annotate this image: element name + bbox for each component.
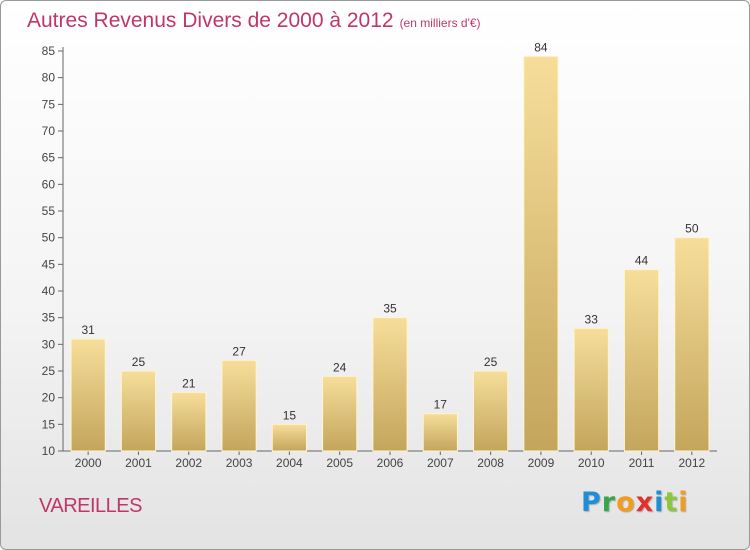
bar-value-label: 25 — [484, 355, 498, 369]
x-tick-label: 2003 — [226, 456, 253, 470]
y-tick-label: 45 — [42, 257, 56, 271]
bar-value-label: 21 — [182, 376, 196, 390]
bar-value-label: 44 — [635, 254, 649, 268]
x-tick-label: 2002 — [175, 456, 202, 470]
chart-unit: (en milliers d'€) — [399, 16, 481, 30]
x-tick-label: 2009 — [528, 456, 555, 470]
x-tick-label: 2005 — [326, 456, 353, 470]
x-tick-label: 2010 — [578, 456, 605, 470]
bar-value-label: 27 — [232, 344, 246, 358]
bar-2010 — [573, 327, 609, 452]
x-tick-label: 2006 — [377, 456, 404, 470]
bar-value-label: 50 — [685, 222, 699, 236]
y-tick-label: 20 — [42, 391, 56, 405]
y-tick-label: 60 — [42, 177, 56, 191]
bar-value-label: 25 — [132, 355, 146, 369]
x-tick-label: 2001 — [125, 456, 152, 470]
x-tick-label: 2000 — [75, 456, 102, 470]
bar-2007 — [422, 413, 458, 452]
y-tick-label: 25 — [42, 364, 56, 378]
y-tick-label: 30 — [42, 337, 56, 351]
x-tick-label: 2004 — [276, 456, 303, 470]
y-tick-label: 10 — [42, 444, 56, 458]
bar-2009 — [523, 55, 559, 452]
y-tick-label: 50 — [42, 231, 56, 245]
bar-2005 — [322, 375, 358, 452]
bar-value-label: 15 — [283, 408, 297, 422]
bar-2004 — [271, 423, 307, 452]
x-tick-label: 2012 — [678, 456, 705, 470]
bars: 31 25 21 27 15 24 35 17 25 84 33 44 50 — [70, 40, 710, 452]
y-tick-label: 35 — [42, 311, 56, 325]
x-axis: 2000 2001 2002 2003 2004 2005 2006 2007 2008 2009… — [63, 450, 717, 470]
y-tick-label: 15 — [42, 417, 56, 431]
bar-value-label: 33 — [585, 312, 599, 326]
bar-2001 — [120, 370, 157, 452]
bar-value-label: 84 — [534, 40, 548, 54]
y-tick-label: 40 — [42, 284, 56, 298]
chart-title: Autres Revenus Divers de 2000 à 2012 (en … — [27, 9, 481, 33]
bar-2002 — [171, 391, 207, 452]
y-tick-label: 55 — [42, 204, 56, 218]
bar-2006 — [372, 317, 408, 452]
bar-value-label: 31 — [81, 323, 95, 337]
bar-2000 — [70, 338, 106, 452]
bar-2011 — [623, 269, 660, 452]
bar-2003 — [221, 359, 257, 452]
chart-title-text: Autres Revenus Divers de 2000 à 2012 — [27, 9, 394, 32]
y-tick-label: 70 — [42, 124, 56, 138]
bar-value-label: 24 — [333, 360, 347, 374]
bar-2008 — [473, 370, 509, 452]
y-tick-label: 75 — [42, 97, 56, 111]
bar-value-label: 17 — [434, 398, 448, 412]
commune-name: VAREILLES — [39, 495, 142, 517]
bar-value-label: 35 — [383, 302, 397, 316]
y-tick-label: 65 — [42, 151, 56, 165]
y-axis: 10 15 20 25 30 35 40 45 50 55 60 65 70 75 80 85 — [42, 44, 64, 458]
x-tick-label: 2007 — [427, 456, 454, 470]
x-tick-label: 2011 — [629, 456, 655, 470]
y-tick-label: 80 — [42, 71, 56, 85]
bar-2012 — [674, 237, 710, 452]
x-tick-label: 2008 — [477, 456, 504, 470]
y-tick-label: 85 — [42, 44, 56, 58]
proxiti-logo: Proxiti — [581, 487, 689, 518]
